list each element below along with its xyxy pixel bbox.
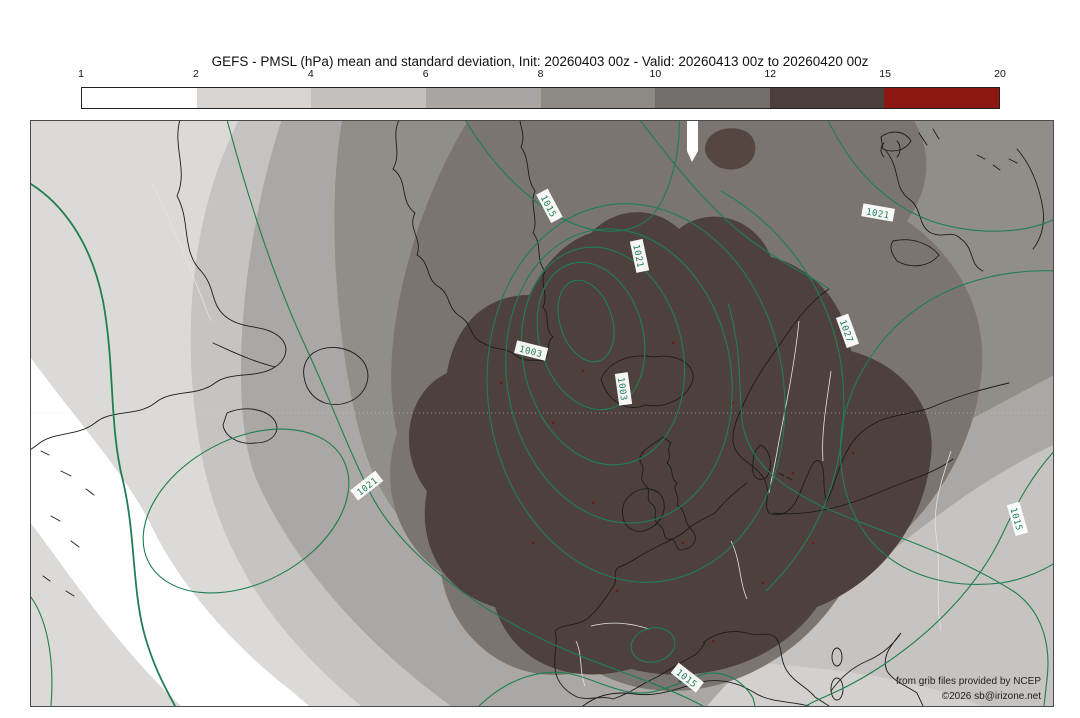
colorbar-tick: 1	[78, 68, 84, 80]
colorbar-segments	[81, 87, 1000, 109]
country-borders	[150, 180, 952, 687]
colorbar-segment	[655, 88, 770, 108]
svg-text:1021: 1021	[865, 207, 890, 221]
colorbar-tick: 8	[537, 68, 544, 80]
svg-text:1021: 1021	[630, 244, 645, 269]
isobar-label: 1021	[629, 238, 650, 273]
map-canvas: 1015 1021 1003 1003 1021 1027 1021 1015 1015 fro…	[30, 120, 1054, 707]
colorbar-segment	[311, 88, 426, 108]
isobar-label: 1003	[614, 372, 633, 406]
colorbar-segment	[540, 88, 656, 108]
colorbar-tick: 15	[879, 68, 891, 80]
colorbar-tick: 6	[422, 68, 429, 80]
colorbar-segment	[425, 88, 541, 108]
page-title: GEFS - PMSL (hPa) mean and standard devi…	[211, 54, 869, 69]
svg-text:1003: 1003	[615, 377, 628, 402]
extreme-speckles	[499, 341, 855, 643]
colorbar-tick: 20	[994, 68, 1006, 80]
colorbar-segment	[884, 88, 999, 108]
colorbar-segment	[769, 88, 885, 108]
colorbar-tick: 12	[764, 68, 777, 80]
stddev-shading	[31, 121, 1053, 706]
isobar-label: 1021	[861, 203, 895, 222]
coastlines	[31, 121, 1044, 706]
colorbar-segment	[82, 88, 197, 108]
colorbar-ticks: 1 2 4 6 8 10 12 15 20	[78, 68, 1006, 82]
colorbar-tick: 4	[307, 68, 314, 80]
colorbar-segment	[196, 88, 312, 108]
colorbar-tick: 10	[649, 68, 662, 80]
colorbar-tick: 2	[192, 68, 199, 80]
